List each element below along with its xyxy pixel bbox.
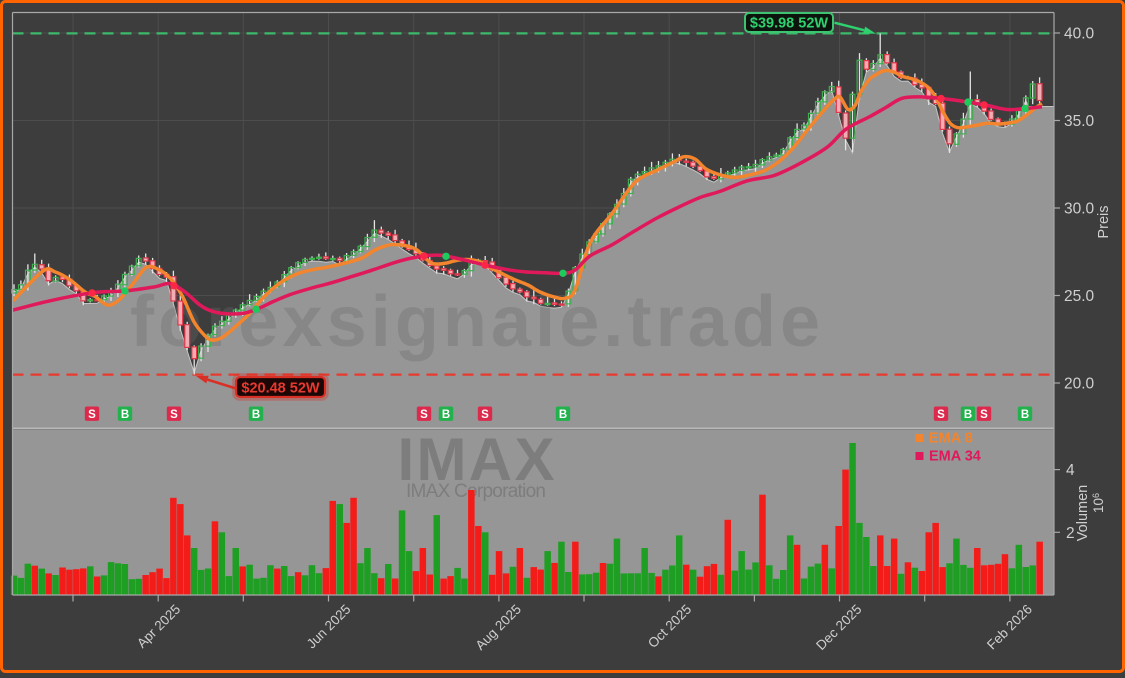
svg-text:S: S (980, 409, 988, 421)
svg-text:B: B (559, 409, 567, 421)
svg-text:S: S (937, 409, 945, 421)
svg-text:B: B (964, 409, 972, 421)
svg-text:S: S (88, 409, 96, 421)
svg-text:forexsignale.trade: forexsignale.trade (130, 282, 820, 362)
svg-text:Preis: Preis (1096, 205, 1112, 238)
svg-text:EMA 34: EMA 34 (929, 449, 981, 465)
svg-text:B: B (442, 409, 450, 421)
svg-text:2: 2 (1066, 525, 1075, 542)
svg-text:$20.48 52W: $20.48 52W (241, 381, 320, 397)
svg-text:S: S (420, 409, 428, 421)
svg-text:4: 4 (1066, 462, 1075, 479)
svg-text:25.0: 25.0 (1064, 288, 1095, 305)
svg-text:35.0: 35.0 (1064, 113, 1095, 130)
svg-text:106: 106 (1091, 493, 1106, 513)
svg-text:30.0: 30.0 (1064, 201, 1095, 218)
svg-text:EMA 8: EMA 8 (929, 431, 973, 447)
svg-text:IMAX: IMAX (398, 426, 555, 493)
svg-text:B: B (1021, 409, 1029, 421)
svg-text:Volumen: Volumen (1075, 485, 1091, 541)
svg-text:B: B (252, 409, 260, 421)
svg-text:40.0: 40.0 (1064, 26, 1095, 43)
svg-text:S: S (170, 409, 178, 421)
svg-text:20.0: 20.0 (1064, 376, 1095, 393)
svg-text:S: S (481, 409, 489, 421)
svg-text:$39.98 52W: $39.98 52W (750, 16, 829, 32)
svg-text:B: B (121, 409, 129, 421)
svg-text:IMAX Corporation: IMAX Corporation (406, 481, 546, 502)
